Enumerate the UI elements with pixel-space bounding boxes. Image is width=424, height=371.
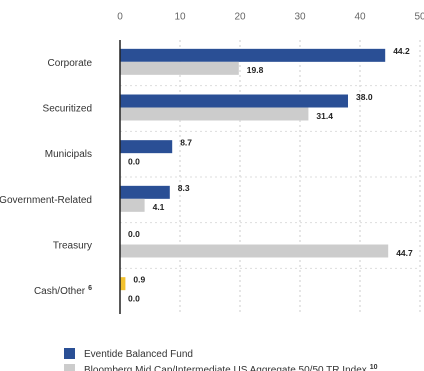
- bar: [120, 94, 348, 108]
- value-label: 0.0: [128, 229, 140, 239]
- value-label: 4.1: [153, 202, 165, 212]
- x-tick-label: 10: [174, 12, 186, 23]
- y-tick-label: Government-Related: [0, 194, 92, 205]
- legend-name: Eventide Balanced Fund: [84, 349, 193, 360]
- legend-label: Eventide Balanced Fund: [84, 349, 193, 360]
- bar: [120, 185, 170, 199]
- bar: [120, 61, 239, 75]
- y-tick-label: Municipals: [45, 149, 92, 160]
- category-label: Treasury: [53, 240, 92, 251]
- value-label: 0.9: [133, 274, 145, 284]
- x-tick-label: 20: [234, 12, 246, 23]
- y-tick-label: Securitized: [43, 103, 92, 114]
- bar: [120, 107, 309, 121]
- y-tick-label: Corporate: [48, 57, 93, 68]
- value-label: 44.7: [396, 248, 413, 258]
- legend-label: Bloomberg Mid Cap/Intermediate US Aggreg…: [84, 364, 378, 371]
- value-label: 8.3: [178, 183, 190, 193]
- category-label: Corporate: [48, 57, 93, 68]
- category-label: Cash/Other: [34, 286, 86, 297]
- legend-swatch: [64, 364, 75, 371]
- x-tick-label: 50: [414, 12, 424, 23]
- footnote: 10: [370, 364, 378, 371]
- value-label: 44.2: [393, 46, 410, 56]
- x-tick-label: 40: [354, 12, 366, 23]
- value-label: 0.0: [128, 293, 140, 303]
- value-label: 0.0: [128, 156, 140, 166]
- category-label: Government-Related: [0, 194, 92, 205]
- x-tick-label: 30: [294, 12, 306, 23]
- bar: [120, 48, 386, 62]
- value-label: 31.4: [316, 111, 333, 121]
- bar: [120, 277, 126, 291]
- y-tick-label: Treasury: [53, 240, 92, 251]
- footnote: 6: [88, 285, 92, 292]
- bar: [120, 244, 389, 258]
- bar: [120, 198, 145, 212]
- category-label: Securitized: [43, 103, 92, 114]
- value-label: 8.7: [180, 137, 192, 147]
- x-tick-label: 0: [117, 12, 123, 23]
- legend-name: Bloomberg Mid Cap/Intermediate US Aggreg…: [84, 365, 367, 371]
- value-label: 38.0: [356, 92, 373, 102]
- value-label: 19.8: [247, 65, 264, 75]
- bar: [120, 140, 173, 154]
- category-label: Municipals: [45, 149, 92, 160]
- y-tick-label: Cash/Other 6: [34, 285, 92, 297]
- legend-swatch: [64, 348, 75, 359]
